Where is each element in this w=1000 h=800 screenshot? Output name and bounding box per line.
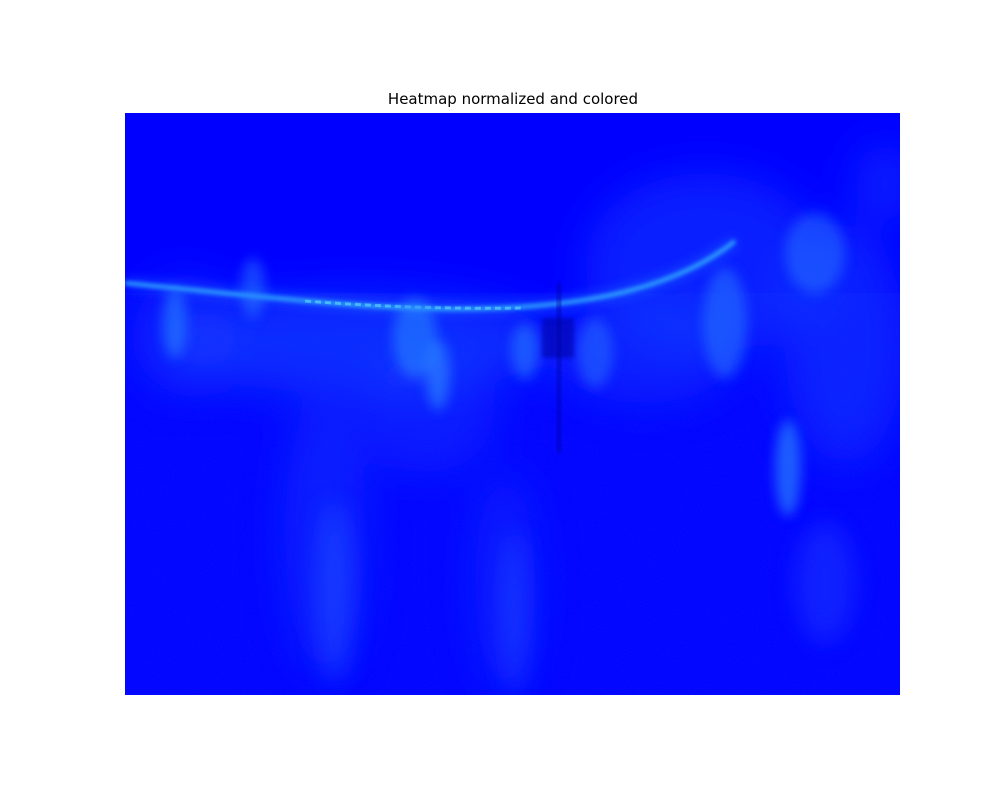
heatmap-image [125,113,900,695]
heatmap-cold-structures [542,283,574,453]
heatmap-figure-silhouettes [163,213,845,516]
heatmap-bottom-ghosts [317,503,855,693]
heatmap-plot-area [125,113,900,695]
chart-title: Heatmap normalized and colored [387,90,639,108]
